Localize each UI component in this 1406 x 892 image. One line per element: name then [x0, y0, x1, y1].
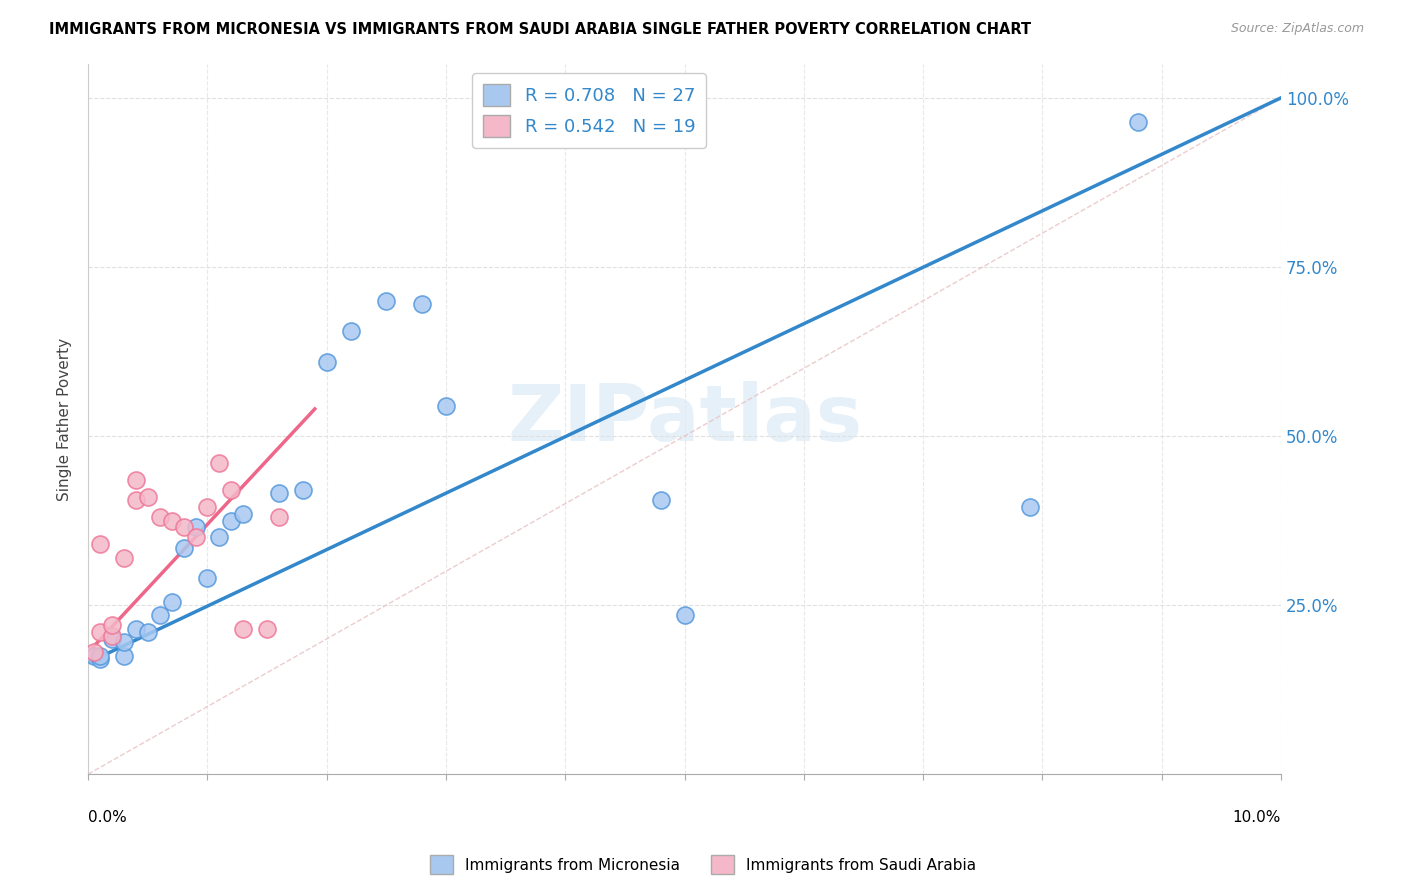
Point [89, 625, 111, 640]
Point [89, 537, 111, 551]
Legend: R = 0.708   N = 27, R = 0.542   N = 19: R = 0.708 N = 27, R = 0.542 N = 19 [472, 73, 706, 148]
Text: Source: ZipAtlas.com: Source: ZipAtlas.com [1230, 22, 1364, 36]
Point [267, 510, 290, 524]
Point [208, 531, 231, 545]
Point [136, 490, 159, 504]
Point [112, 635, 135, 649]
Point [112, 550, 135, 565]
Point [197, 571, 219, 585]
Point [315, 354, 337, 368]
Point [232, 507, 254, 521]
Text: 0.0%: 0.0% [89, 810, 127, 824]
Point [160, 595, 183, 609]
Point [101, 618, 124, 632]
Point [1019, 500, 1042, 514]
Point [375, 293, 398, 308]
Point [89, 648, 111, 663]
Point [112, 648, 135, 663]
Point [101, 628, 124, 642]
Point [339, 324, 361, 338]
Point [1126, 114, 1149, 128]
Point [267, 486, 290, 500]
Point [149, 510, 172, 524]
Point [232, 622, 254, 636]
Point [83, 648, 105, 663]
Point [89, 652, 111, 666]
Point [411, 297, 433, 311]
Point [184, 520, 207, 534]
Point [125, 622, 148, 636]
Point [221, 483, 243, 497]
Point [434, 399, 457, 413]
Point [291, 483, 314, 497]
Point [256, 622, 278, 636]
Point [197, 500, 219, 514]
Text: IMMIGRANTS FROM MICRONESIA VS IMMIGRANTS FROM SAUDI ARABIA SINGLE FATHER POVERTY: IMMIGRANTS FROM MICRONESIA VS IMMIGRANTS… [49, 22, 1032, 37]
Point [221, 514, 243, 528]
Text: ZIPatlas: ZIPatlas [508, 381, 862, 457]
Point [125, 473, 148, 487]
Point [149, 608, 172, 623]
Point [83, 645, 105, 659]
Point [136, 625, 159, 640]
Point [173, 520, 195, 534]
Point [650, 493, 672, 508]
Legend: Immigrants from Micronesia, Immigrants from Saudi Arabia: Immigrants from Micronesia, Immigrants f… [425, 849, 981, 880]
Point [673, 608, 696, 623]
Point [208, 456, 231, 470]
Text: 10.0%: 10.0% [1233, 810, 1281, 824]
Y-axis label: Single Father Poverty: Single Father Poverty [58, 337, 72, 500]
Point [101, 632, 124, 646]
Point [160, 514, 183, 528]
Point [125, 493, 148, 508]
Point [184, 531, 207, 545]
Point [173, 541, 195, 555]
